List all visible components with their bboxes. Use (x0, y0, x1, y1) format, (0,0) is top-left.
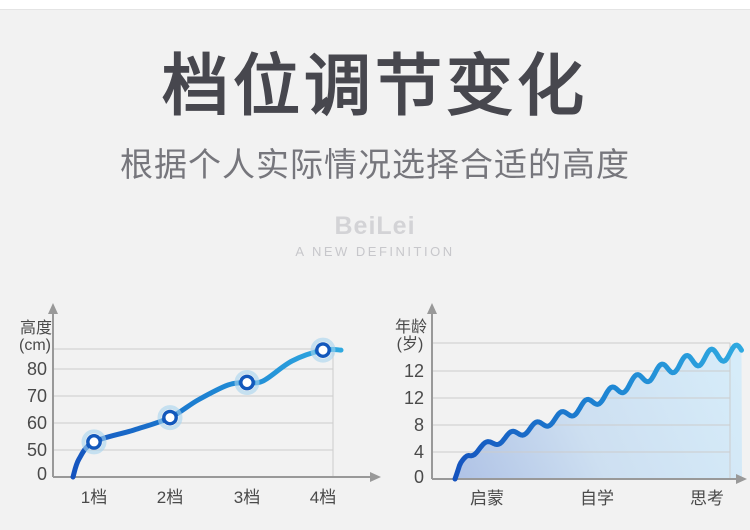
top-divider (0, 0, 750, 10)
age-vs-stage-chart: 0 4 8 12 12 启蒙 自学 思考 年龄(岁) (395, 303, 747, 508)
x-category-label: 4档 (310, 488, 336, 507)
y-tick-label: 50 (27, 440, 47, 460)
x-category-label: 3档 (234, 488, 260, 507)
y-tick-label: 60 (27, 413, 47, 433)
page-title: 档位调节变化 (162, 49, 588, 124)
age-area-fill (455, 345, 742, 479)
y-tick-label: 8 (414, 415, 424, 435)
y-axis-title: (岁) (397, 335, 424, 353)
y-axis-title: 高度 (20, 319, 52, 337)
y-axis-arrow-icon (427, 303, 437, 314)
y-tick-label: 80 (27, 359, 47, 379)
data-point-marker (315, 342, 331, 358)
x-axis-arrow-icon (736, 474, 747, 484)
x-category-label: 2档 (157, 488, 183, 507)
y-tick-label: 0 (414, 467, 424, 487)
x-category-label: 自学 (580, 489, 614, 508)
y-axis-title: (cm) (19, 337, 51, 354)
height-vs-gear-chart: 0 50 60 70 80 1档 2档 3档 4档 高度(cm) (19, 303, 381, 507)
y-tick-label: 70 (27, 386, 47, 406)
age-wavy-curve (452, 342, 744, 482)
height-curve (70, 346, 344, 480)
y-tick-label: 12 (404, 388, 424, 408)
x-category-label: 思考 (690, 489, 724, 508)
page-subtitle: 根据个人实际情况选择合适的高度 (120, 145, 630, 183)
y-axis-title: 年龄 (395, 318, 427, 336)
x-axis-arrow-icon (370, 472, 381, 482)
brand-block: BeiLei A NEW DEFINITION (0, 212, 750, 259)
data-point-marker (86, 433, 102, 450)
y-tick-label: 12 (404, 361, 424, 381)
brand-logo: BeiLei (334, 211, 416, 240)
x-category-label: 1档 (81, 488, 107, 507)
data-point-halo (157, 405, 183, 431)
data-point-marker (162, 409, 178, 426)
data-point-halo (310, 337, 336, 363)
data-point-halo (81, 429, 107, 455)
y-tick-label: 0 (37, 464, 47, 484)
y-axis-arrow-icon (48, 303, 58, 314)
data-point-marker (239, 374, 255, 391)
y-tick-label: 4 (414, 442, 424, 462)
x-category-label: 启蒙 (470, 489, 504, 508)
brand-tagline: A NEW DEFINITION (295, 243, 455, 259)
data-point-halo (234, 370, 260, 395)
